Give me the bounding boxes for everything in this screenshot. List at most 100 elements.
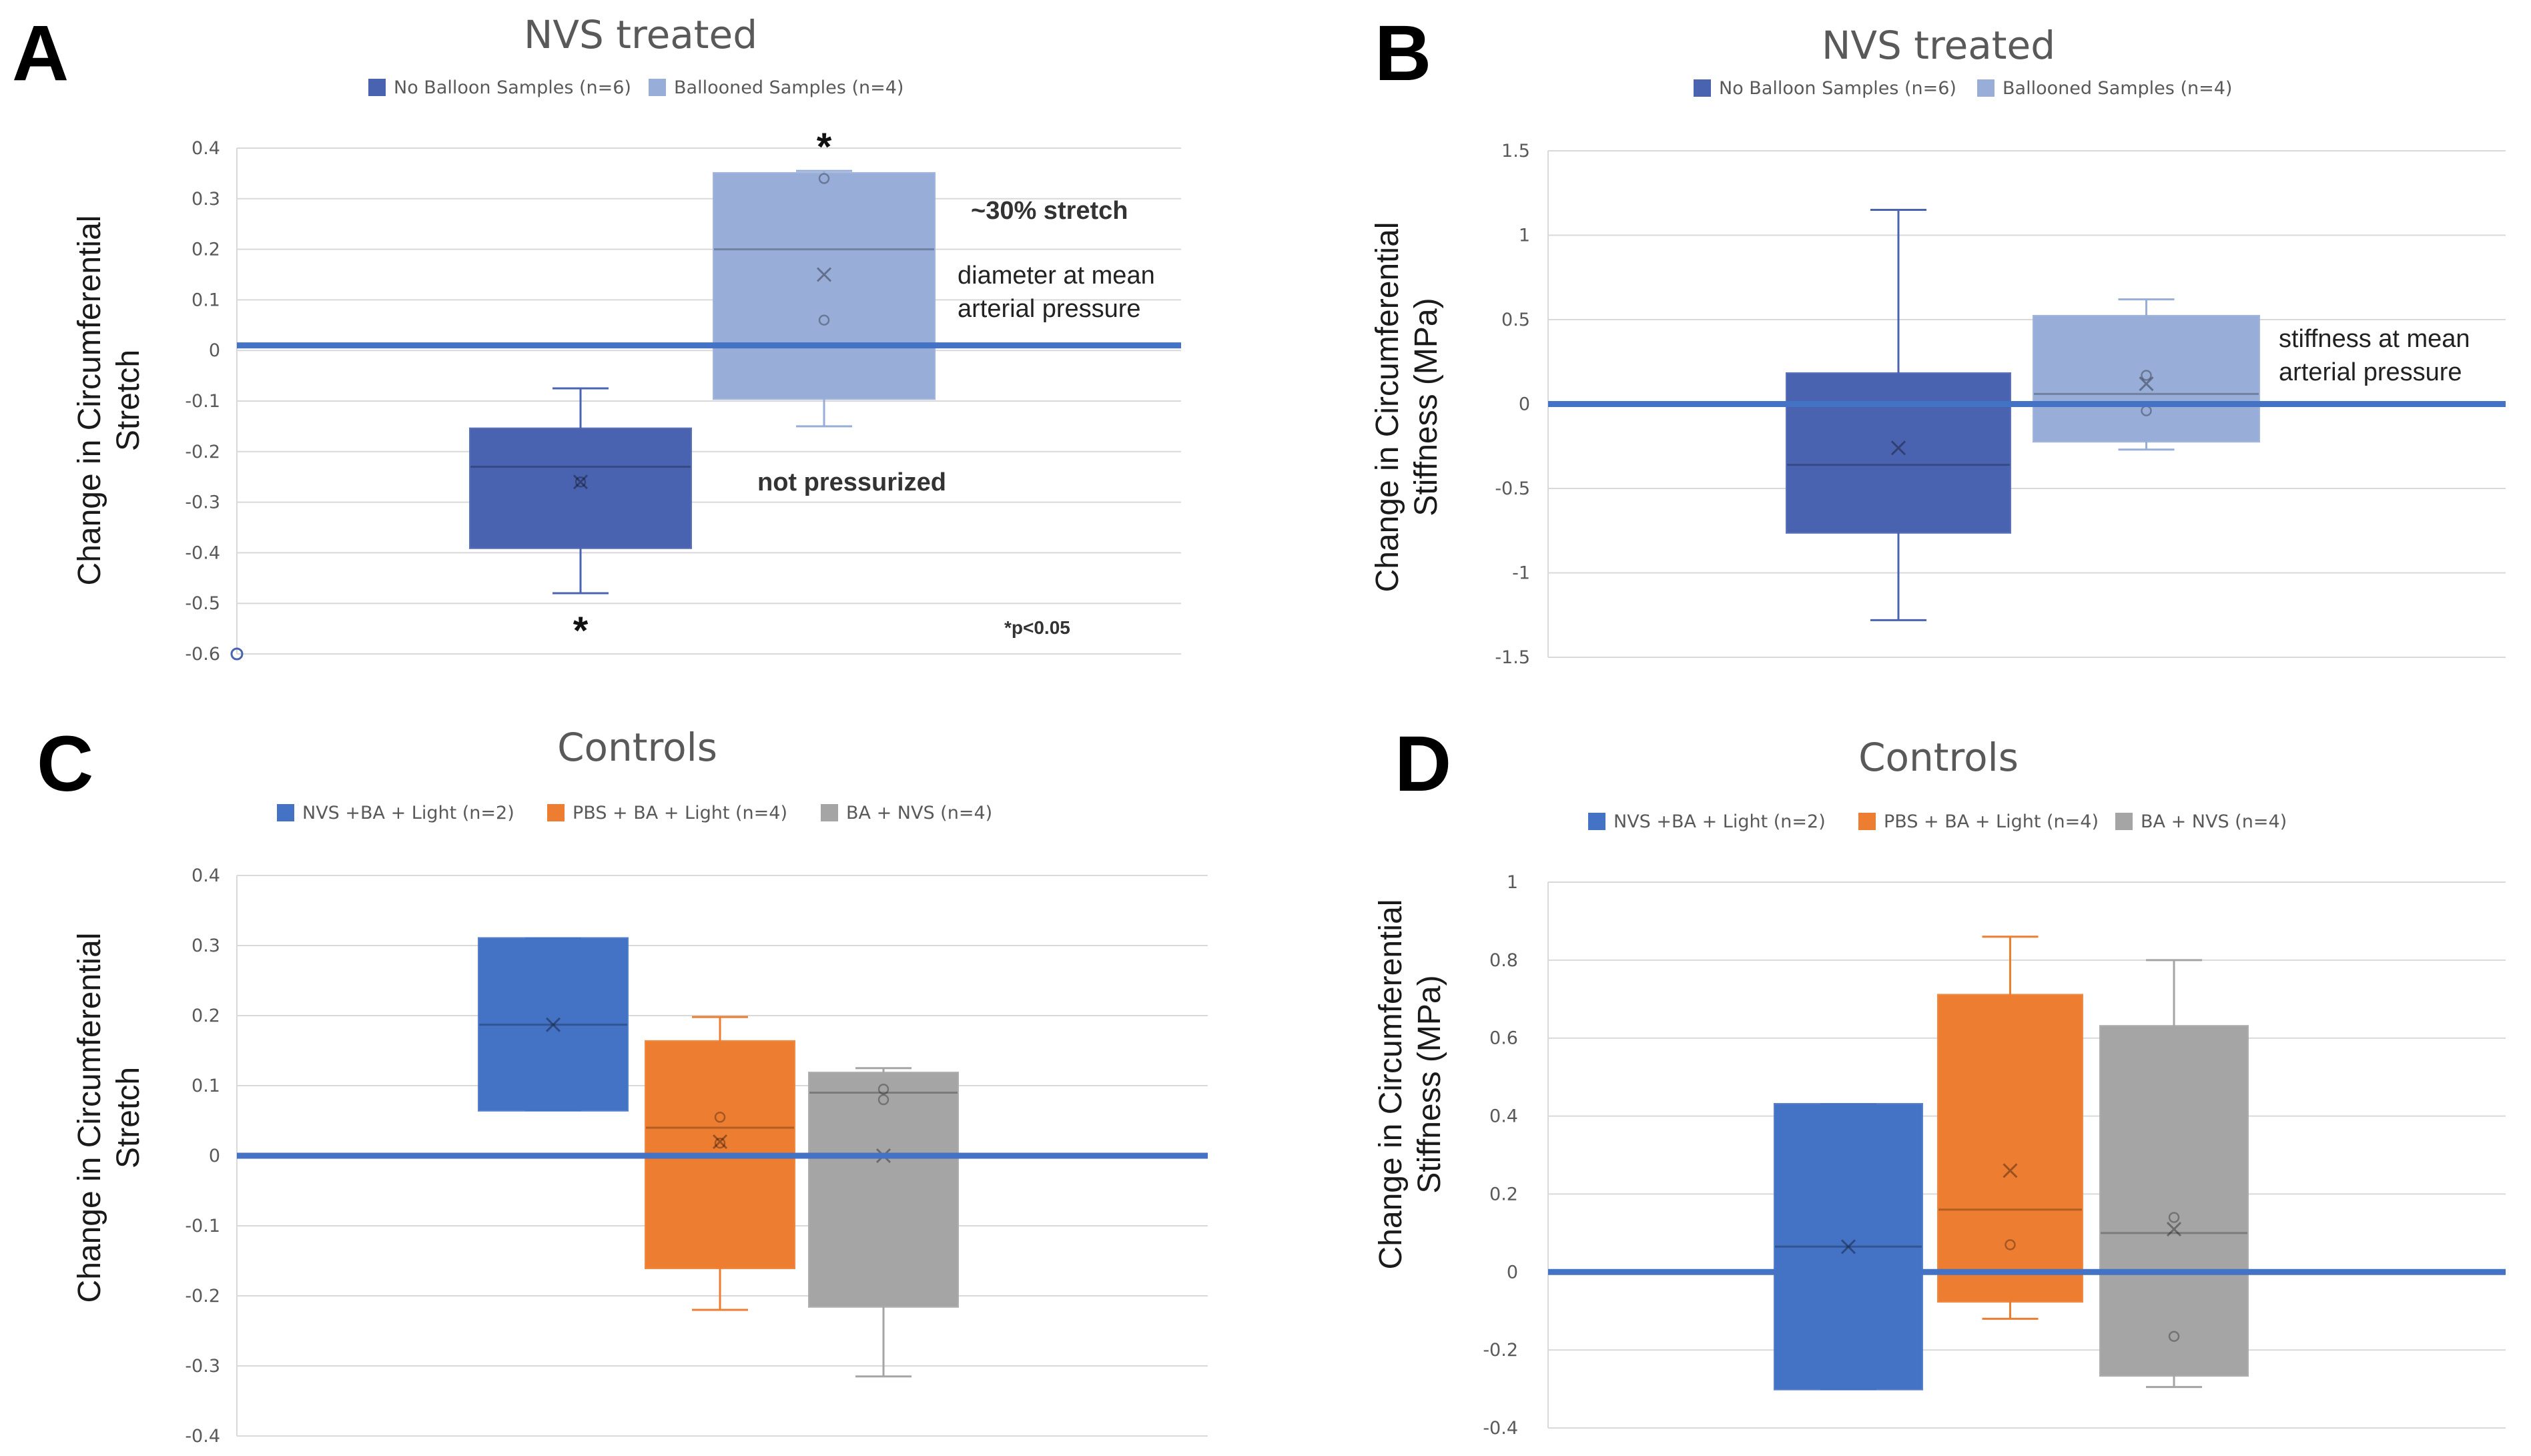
- y-axis-label: Change in Circumferential Stiffness (MPa): [1373, 899, 1447, 1270]
- panel-letter: A: [12, 9, 69, 97]
- y-tick-label: -0.5: [185, 593, 220, 614]
- box-series-3: [2099, 959, 2249, 1389]
- significance-star: *: [573, 609, 589, 653]
- y-tick-label: -0.1: [185, 1216, 220, 1236]
- box-series-2: [1937, 936, 2083, 1320]
- data-point: [877, 1094, 889, 1106]
- mean-marker: [1890, 440, 1906, 456]
- data-point: [2141, 370, 2152, 381]
- panel-letter: D: [1395, 720, 1451, 808]
- annotations-panel-A: ~30% stretch diameter at mean arterial pre…: [573, 125, 1155, 653]
- legend-label: Ballooned Samples (n=4): [674, 77, 903, 98]
- y-tick-label: 0.5: [1501, 310, 1530, 330]
- y-axis-label: Change in Circumferential Stretch: [72, 933, 146, 1303]
- mean-marker: [573, 474, 589, 490]
- panel-C: C Controls NVS +BA + Light (n=2) PBS + BA +…: [37, 720, 1208, 1447]
- mean-marker: [2139, 376, 2154, 392]
- y-axis-label: Change in Circumferential Stretch: [72, 216, 146, 586]
- annotation-pressure: arterial pressure: [958, 295, 1141, 323]
- legend-swatch: [547, 804, 565, 821]
- y-tick-label: 0: [1519, 394, 1530, 415]
- y-tick-label: 0.2: [1489, 1184, 1518, 1204]
- significance-star: *: [817, 125, 832, 169]
- data-point: [714, 1112, 726, 1123]
- panel-D: D Controls NVS +BA + Light (n=2) PBS + BA +…: [1373, 720, 2506, 1439]
- y-tick-label: -0.2: [1483, 1340, 1518, 1361]
- y-axis: 0.4 0.3 0.2 0.1 0 -0.1 -0.2 -0.3 -0.4 -0.5 -0.6: [185, 138, 1181, 665]
- data-point: [877, 1084, 889, 1095]
- legend-label: No Balloon Samples (n=6): [1719, 78, 1956, 99]
- box: [713, 171, 936, 400]
- chart-title: Controls: [557, 725, 717, 770]
- y-tick-label: 0: [1507, 1262, 1518, 1283]
- y-tick-label: 0.4: [192, 865, 220, 886]
- panel-letter: B: [1375, 9, 1431, 97]
- y-tick-label: 0.4: [192, 138, 220, 159]
- data-point: [818, 314, 830, 326]
- box: [2033, 314, 2260, 443]
- legend-label: BA + NVS (n=4): [2141, 811, 2287, 832]
- y-tick-label: 0.2: [192, 1006, 220, 1026]
- data-point: [2005, 1239, 2016, 1250]
- legend-swatch: [649, 79, 666, 96]
- legend: No Balloon Samples (n=6) Ballooned Sample…: [1694, 78, 2232, 99]
- y-tick-label: -1: [1512, 563, 1530, 584]
- y-tick-label: 0.1: [192, 1076, 220, 1096]
- box: [1937, 994, 2083, 1303]
- legend-label: BA + NVS (n=4): [846, 803, 992, 823]
- y-tick-label: 0: [209, 1146, 220, 1166]
- chart-title: NVS treated: [524, 12, 757, 57]
- legend: NVS +BA + Light (n=2) PBS + BA + Light (n…: [277, 803, 992, 823]
- box: [2099, 1025, 2249, 1377]
- chart-title: Controls: [1858, 735, 2019, 780]
- data-point: [714, 1137, 726, 1149]
- legend-label: PBS + BA + Light (n=4): [573, 803, 787, 823]
- y-tick-label: -0.6: [185, 644, 220, 665]
- mean-marker: [1840, 1239, 1856, 1254]
- box-series-1: [230, 387, 692, 661]
- legend-swatch: [277, 804, 294, 821]
- annotations-panel-B: stiffness at mean arterial pressure: [2279, 325, 2470, 386]
- annotation-not-pressurized: not pressurized: [757, 468, 946, 496]
- y-tick-label: -1.5: [1495, 647, 1530, 668]
- y-axis-label-line: Stiffness (MPa): [1412, 975, 1447, 1193]
- y-axis-label-line: Change in Circumferential: [1370, 222, 1405, 593]
- data-point: [575, 476, 587, 488]
- y-tick-label: 0.3: [192, 936, 220, 956]
- annotation-stretch: ~30% stretch: [971, 197, 1128, 225]
- y-tick-label: -0.3: [185, 492, 220, 513]
- legend-swatch: [368, 79, 386, 96]
- y-tick-label: 0.4: [1489, 1106, 1518, 1127]
- box: [478, 937, 629, 1112]
- chart-title: NVS treated: [1822, 23, 2055, 68]
- y-tick-label: 1: [1507, 872, 1518, 893]
- legend-label: NVS +BA + Light (n=2): [1613, 811, 1826, 832]
- p-value-note: *p<0.05: [1004, 617, 1070, 638]
- y-axis-label-line: Change in Circumferential: [72, 216, 107, 586]
- mean-marker: [2003, 1163, 2018, 1178]
- y-tick-label: 0.2: [192, 240, 220, 260]
- y-tick-label: 1.5: [1501, 141, 1530, 161]
- legend-label: No Balloon Samples (n=6): [394, 77, 631, 98]
- y-axis-label: Change in Circumferential Stiffness (MPa): [1370, 222, 1444, 593]
- mean-marker: [2166, 1221, 2182, 1237]
- box: [808, 1072, 959, 1308]
- y-tick-label: 0.1: [192, 290, 220, 310]
- mean-marker: [816, 267, 832, 282]
- legend-swatch: [1858, 813, 1876, 830]
- legend-swatch: [1977, 79, 1995, 97]
- y-tick-label: 0: [209, 340, 220, 361]
- box-series-2: [645, 1016, 795, 1311]
- annotation-pressure: arterial pressure: [2279, 358, 2462, 386]
- box: [469, 427, 692, 549]
- box-series-2: [2033, 298, 2260, 451]
- mean-marker: [545, 1017, 561, 1032]
- outlier-point: [230, 647, 244, 661]
- box-series-1: [478, 937, 629, 1112]
- y-tick-label: -0.1: [185, 391, 220, 412]
- box: [1774, 1103, 1923, 1391]
- y-tick-label: 1: [1519, 226, 1530, 246]
- panel-letter: C: [37, 720, 93, 808]
- legend-swatch: [821, 804, 838, 821]
